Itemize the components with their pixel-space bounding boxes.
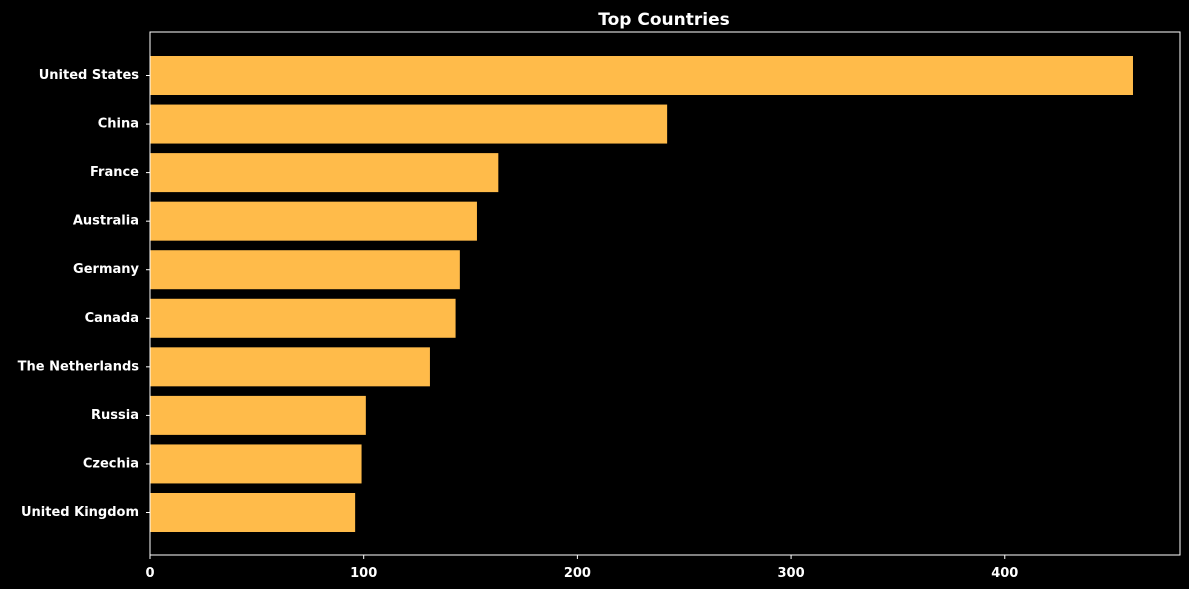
y-ticks-layer: United States China France Australia Germany… [18, 68, 150, 520]
y-tick-label: Russia [91, 408, 139, 423]
bar-the-netherlands [150, 347, 430, 387]
y-tick-label: United Kingdom [21, 505, 139, 520]
x-tick-label: 100 [350, 566, 377, 581]
bar-germany [150, 250, 460, 290]
bar-united-states [150, 56, 1133, 95]
bars-layer [150, 56, 1133, 532]
x-ticks-layer: 0 100 200 300 400 [145, 555, 1018, 581]
x-tick-label: 200 [564, 566, 591, 581]
bar-czechia [150, 444, 362, 484]
y-tick-label: Australia [73, 214, 139, 229]
bar-canada [150, 298, 456, 338]
y-tick-label: The Netherlands [18, 359, 140, 374]
axes-layer [149, 31, 1181, 556]
y-tick-label: Germany [73, 262, 139, 277]
x-tick-label: 400 [991, 566, 1018, 581]
bar-australia [150, 201, 477, 241]
bar-united-kingdom [150, 493, 356, 532]
plot-frame [149, 31, 1181, 556]
x-tick-label: 300 [778, 566, 805, 581]
y-tick-label: Canada [85, 311, 139, 326]
y-tick-label: France [90, 165, 139, 180]
bar-china [150, 104, 668, 144]
y-tick-label: Czechia [83, 456, 139, 471]
bar-france [150, 153, 499, 193]
bar-russia [150, 395, 366, 435]
x-tick-label: 0 [145, 566, 154, 581]
chart-title: Top Countries [598, 10, 729, 30]
y-tick-label: United States [39, 68, 140, 83]
y-tick-label: China [98, 117, 139, 132]
